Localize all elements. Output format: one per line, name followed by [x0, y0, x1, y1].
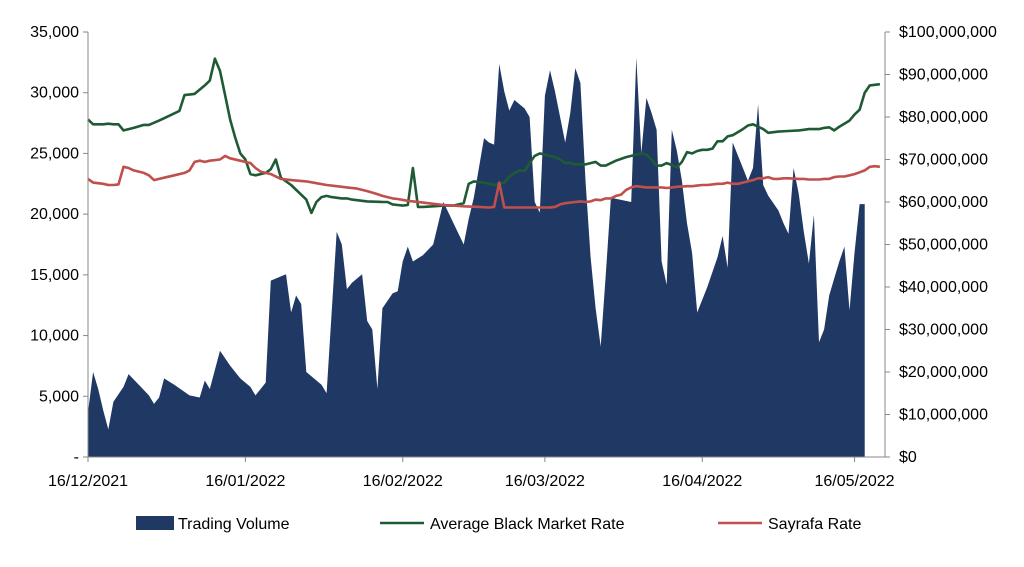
legend-label-sayrafa-rate: Sayrafa Rate: [768, 516, 861, 533]
average-black-market-rate-line: [87, 57, 881, 215]
left-axis-ticks: - 5,000 10,000 15,000 20,000 25,000 30,000 35,0…: [30, 24, 88, 466]
legend: Trading Volume Average Black Market Rate S…: [136, 516, 861, 533]
x-tick-label: 16/01/2022: [205, 473, 285, 490]
x-tick-label: 16/04/2022: [662, 473, 742, 490]
right-tick-label: $10,000,000: [899, 407, 988, 424]
rate-lines: [87, 57, 881, 215]
x-tick-label: 16/03/2022: [505, 473, 585, 490]
right-tick-label: $0: [899, 449, 917, 466]
x-axis-ticks: 16/12/2021 16/01/2022 16/02/2022 16/03/2022…: [48, 457, 895, 490]
left-tick-label: 15,000: [30, 267, 79, 284]
x-tick-label: 16/02/2022: [363, 473, 443, 490]
right-tick-label: $40,000,000: [899, 279, 988, 296]
trading-volume-area: [88, 57, 865, 457]
right-tick-label: $80,000,000: [899, 109, 988, 126]
right-tick-label: $30,000,000: [899, 322, 988, 339]
left-tick-label: 10,000: [30, 328, 79, 345]
left-tick-label: 5,000: [39, 388, 79, 405]
right-tick-label: $60,000,000: [899, 194, 988, 211]
right-tick-label: $20,000,000: [899, 364, 988, 381]
left-tick-label: 35,000: [30, 24, 79, 41]
x-tick-label: 16/12/2021: [48, 473, 128, 490]
left-tick-label: 25,000: [30, 145, 79, 162]
right-tick-label: $100,000,000: [899, 24, 997, 41]
left-tick-label: 20,000: [30, 206, 79, 223]
trading-volume-area: [88, 57, 865, 457]
left-tick-label: 30,000: [30, 85, 79, 102]
right-tick-label: $50,000,000: [899, 237, 988, 254]
sayrafa-rate-line: [87, 154, 881, 209]
right-tick-label: $70,000,000: [899, 152, 988, 169]
left-tick-label: -: [74, 449, 79, 466]
legend-label-trading-volume: Trading Volume: [178, 516, 290, 533]
legend-swatch-trading-volume: [136, 516, 174, 530]
right-axis-ticks: $0 $10,000,000 $20,000,000 $30,000,000 $40,0…: [885, 24, 997, 466]
x-tick-label: 16/05/2022: [815, 473, 895, 490]
legend-label-average-black-market-rate: Average Black Market Rate: [430, 516, 625, 533]
right-tick-label: $90,000,000: [899, 67, 988, 84]
